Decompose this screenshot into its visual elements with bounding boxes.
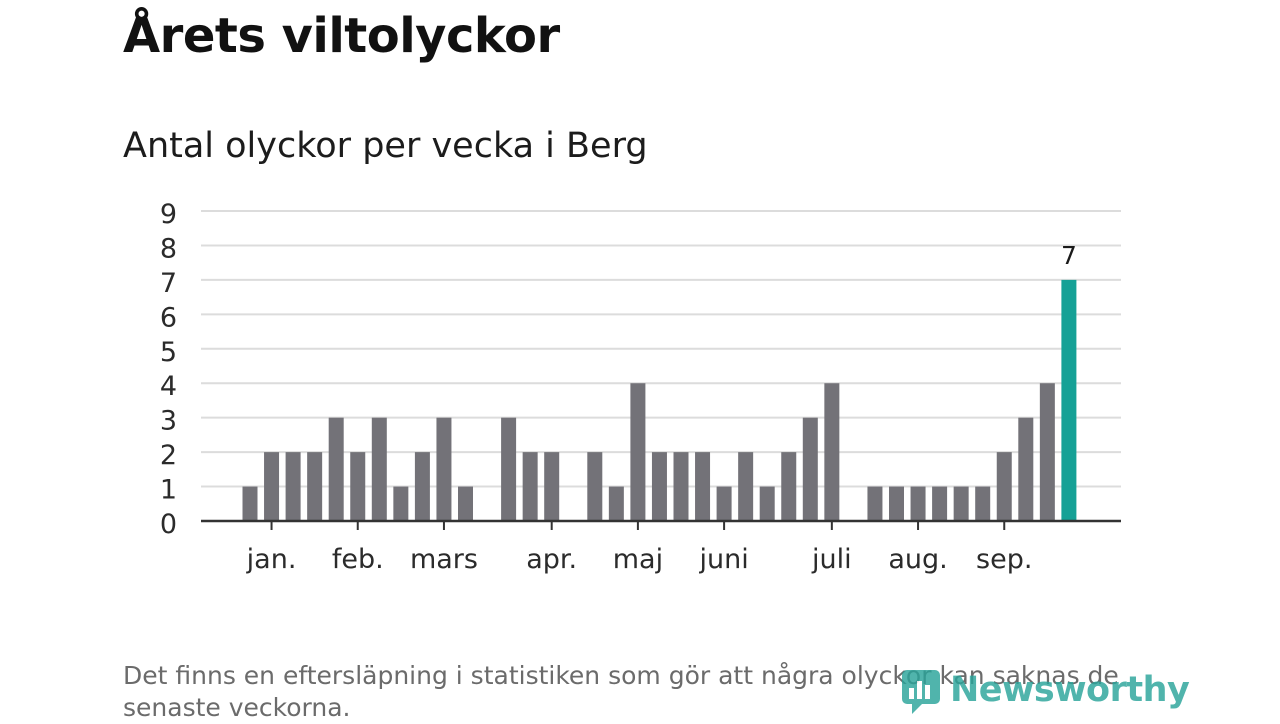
bar [242,486,258,521]
y-tick-label: 5 [160,337,177,368]
x-axis: jan. feb. mars apr. maj juni juli aug. sep. [201,519,1121,575]
bar [1061,279,1077,521]
y-tick-label: 3 [160,406,177,437]
bar [738,452,754,521]
bar [889,486,904,521]
bar [1018,417,1034,521]
x-tick-label: mars [410,544,478,575]
bar [867,486,883,521]
bar [910,486,926,521]
y-axis-ticks: 01 23 45 67 89 [160,199,177,540]
bar [759,486,775,521]
bar [414,452,430,521]
bar [673,452,689,521]
x-tick-label: apr. [526,544,577,575]
bar [630,383,646,521]
bar [953,486,969,521]
y-tick-label: 0 [160,509,177,540]
bar [608,486,624,521]
bar [522,452,538,521]
bar [781,452,797,521]
y-tick-label: 7 [160,268,177,299]
footnote: Det finns en eftersläpning i statistiken… [123,661,1119,722]
bar [544,452,560,521]
brand-name: Newsworthy [950,670,1190,710]
chart-subtitle: Antal olyckor per vecka i Berg [123,126,648,166]
x-tick-label: sep. [976,544,1032,575]
bar [285,452,301,521]
x-tick-label: feb. [332,544,384,575]
y-tick-label: 8 [160,233,177,264]
bar [587,452,603,521]
bar [371,417,387,521]
newsworthy-logo: Newsworthy [900,666,1190,714]
x-tick-label: aug. [888,544,947,575]
bar [264,452,280,521]
chart-title: Årets viltolyckor [123,8,560,64]
bar [802,417,818,521]
bar [716,486,732,521]
bar [328,417,344,521]
bar [651,452,667,521]
bar [436,417,452,521]
x-tick-label: jan. [246,544,297,575]
data-labels: 7 [1061,241,1077,270]
bar [393,486,409,521]
bar [1039,383,1055,521]
y-tick-label: 4 [160,371,177,402]
y-tick-label: 1 [160,475,177,506]
bar [501,417,517,521]
newsworthy-logo-icon [902,670,940,714]
bar [695,452,711,521]
bar [824,383,840,521]
bar [975,486,991,521]
y-tick-label: 6 [160,302,177,333]
bars [242,279,1077,521]
y-tick-label: 9 [160,199,177,230]
bar [350,452,366,521]
bar [458,486,473,521]
bar [307,452,323,521]
y-tick-label: 2 [160,440,177,471]
bar [996,452,1012,521]
x-tick-label: maj [613,544,663,575]
x-tick-label: juni [698,544,748,575]
bar [932,486,948,521]
gridlines [201,210,1121,488]
data-label: 7 [1061,241,1077,270]
x-tick-label: juli [811,544,852,575]
